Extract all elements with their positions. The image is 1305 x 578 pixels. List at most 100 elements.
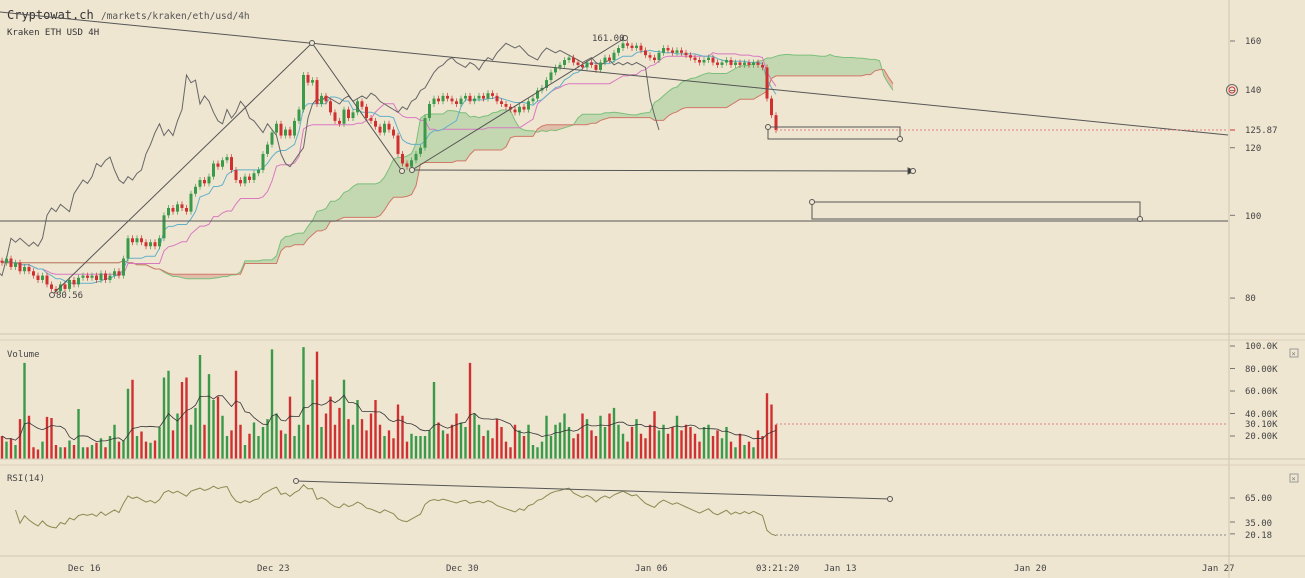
cloud-segment <box>884 69 889 84</box>
cloud-segment <box>816 55 821 76</box>
rectangle-drawing[interactable] <box>811 201 1141 220</box>
volume-bar <box>756 430 760 459</box>
candle-body <box>518 106 521 113</box>
handle-icon[interactable] <box>897 136 903 142</box>
target-icon[interactable] <box>1226 84 1238 96</box>
candle-body <box>270 132 274 145</box>
handle-icon[interactable] <box>409 167 415 173</box>
volume-bar <box>765 393 769 459</box>
volume-bar <box>770 404 773 459</box>
volume-bar <box>693 433 697 459</box>
volume-bar <box>320 427 323 459</box>
candle-body <box>419 147 422 154</box>
candle-body <box>311 80 314 83</box>
handle-icon[interactable] <box>293 478 299 484</box>
candle-body <box>657 52 661 61</box>
volume-bar <box>392 438 395 459</box>
cloud-segment <box>209 274 214 279</box>
volume-bar <box>149 442 152 459</box>
cloud-segment <box>870 59 875 75</box>
volume-bar <box>396 404 400 459</box>
cloud-segment <box>609 112 614 118</box>
volume-bar <box>279 430 283 459</box>
volume-bar <box>491 438 494 459</box>
site-logo[interactable]: Cryptowat.ch <box>7 8 94 22</box>
cloud-segment <box>195 274 200 279</box>
market-title: Kraken ETH USD 4H <box>7 28 100 38</box>
candle-body <box>194 186 197 194</box>
volume-bar <box>477 424 481 459</box>
candle-body <box>621 43 625 49</box>
volume-bar <box>135 436 139 459</box>
rsi-line <box>15 484 777 537</box>
volume-bar <box>482 436 485 459</box>
candle-body <box>720 62 724 65</box>
volume-bar <box>288 396 292 459</box>
volume-bar <box>293 436 296 459</box>
horizontal-ray[interactable] <box>411 169 909 172</box>
candle-body <box>99 273 103 280</box>
volume-bar <box>212 400 215 459</box>
volume-bar <box>729 441 733 459</box>
handle-icon[interactable] <box>49 292 55 298</box>
candle-body <box>738 62 742 65</box>
cloud-segment <box>276 240 281 264</box>
candle-body <box>500 101 503 105</box>
candle-body <box>680 50 683 53</box>
zigzag-drawing[interactable] <box>51 42 403 296</box>
rsi-trendline[interactable] <box>295 480 891 500</box>
volume-bar <box>594 436 598 459</box>
handle-icon[interactable] <box>309 40 315 46</box>
volume-bar <box>387 430 391 459</box>
volume-bar <box>698 441 701 459</box>
cloud-segment <box>177 274 182 278</box>
cloud-segment <box>578 114 583 125</box>
candle-body <box>765 67 769 99</box>
volume-bar <box>234 370 238 459</box>
cloud-segment <box>483 115 488 150</box>
rectangle-drawing[interactable] <box>767 126 901 140</box>
volume-bar <box>383 436 386 459</box>
rising-trendline[interactable] <box>411 37 626 171</box>
handle-icon[interactable] <box>622 35 628 41</box>
volume-bar <box>50 418 53 459</box>
volume-bar <box>716 430 719 459</box>
cloud-segment <box>821 56 826 76</box>
close-volume-panel-button[interactable]: × <box>1289 348 1299 358</box>
cloud-segment <box>200 274 205 279</box>
handle-icon[interactable] <box>887 496 893 502</box>
cloud-segment <box>722 73 727 108</box>
candle-body <box>549 72 553 81</box>
price-axis: 160 140 120 100 80 125.87 <box>1226 37 1278 304</box>
volume-bar <box>666 433 670 459</box>
long-trendline[interactable] <box>0 11 1229 136</box>
volume-bar <box>9 438 13 459</box>
volume-bar <box>54 445 58 459</box>
volume-bar <box>347 419 350 459</box>
cloud-segment <box>699 74 704 108</box>
close-rsi-panel-button[interactable]: × <box>1289 473 1299 483</box>
cloud-segment <box>186 274 191 279</box>
cloud-segment <box>492 112 497 150</box>
handle-icon[interactable] <box>765 124 771 130</box>
price-tick: 140 <box>1245 86 1261 96</box>
price-tick: 100 <box>1245 212 1261 222</box>
candle-body <box>342 109 346 124</box>
cloud-segment <box>393 157 398 198</box>
handle-icon[interactable] <box>809 199 815 205</box>
price-tick: 80 <box>1245 294 1256 304</box>
cloud-segment <box>843 57 848 76</box>
volume-average-line <box>1 394 777 443</box>
volume-bar <box>684 424 688 459</box>
handle-icon[interactable] <box>399 168 405 174</box>
candle-body <box>252 173 256 180</box>
handle-icon[interactable] <box>1137 216 1143 222</box>
cloud-segment <box>353 183 358 218</box>
cloud-segment <box>299 233 304 245</box>
candle-body <box>401 153 404 164</box>
volume-bar <box>14 445 17 459</box>
cloud-segment <box>479 116 484 150</box>
cloud-segment <box>456 111 461 161</box>
handle-icon[interactable] <box>910 168 916 174</box>
